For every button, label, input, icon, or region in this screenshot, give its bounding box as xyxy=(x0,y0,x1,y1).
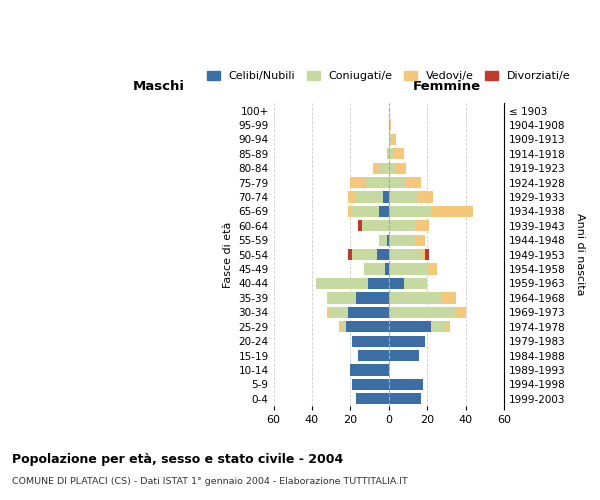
Bar xyxy=(329,306,349,318)
Bar xyxy=(365,177,389,188)
Text: COMUNE DI PLATACI (CS) - Dati ISTAT 1° gennaio 2004 - Elaborazione TUTTITALIA.IT: COMUNE DI PLATACI (CS) - Dati ISTAT 1° g… xyxy=(12,478,408,486)
Bar xyxy=(389,249,421,260)
Bar xyxy=(356,292,389,304)
Bar xyxy=(389,378,423,390)
Bar xyxy=(373,162,379,174)
Text: Maschi: Maschi xyxy=(132,80,184,93)
Text: Femmine: Femmine xyxy=(412,80,481,93)
Bar xyxy=(425,249,429,260)
Bar xyxy=(364,264,385,274)
Y-axis label: Fasce di età: Fasce di età xyxy=(223,222,233,288)
Bar xyxy=(349,192,356,202)
Bar xyxy=(385,264,389,274)
Bar xyxy=(368,278,389,289)
Bar xyxy=(339,321,341,332)
Bar xyxy=(427,264,437,274)
Bar xyxy=(350,364,389,376)
Bar xyxy=(389,234,416,246)
Bar xyxy=(397,162,406,174)
Y-axis label: Anni di nascita: Anni di nascita xyxy=(575,214,585,296)
Bar xyxy=(349,306,389,318)
Bar xyxy=(341,321,346,332)
Bar xyxy=(327,306,329,318)
Bar xyxy=(377,249,389,260)
Bar xyxy=(352,378,389,390)
Bar xyxy=(389,336,425,346)
Bar xyxy=(389,393,421,404)
Bar xyxy=(389,177,406,188)
Bar xyxy=(387,234,389,246)
Bar xyxy=(379,206,389,217)
Bar xyxy=(446,321,450,332)
Bar xyxy=(350,177,365,188)
Bar xyxy=(356,192,383,202)
Bar xyxy=(394,148,404,160)
Bar xyxy=(389,264,427,274)
Bar xyxy=(352,249,377,260)
Bar xyxy=(389,162,397,174)
Bar xyxy=(389,192,418,202)
Bar xyxy=(389,321,431,332)
Bar xyxy=(362,220,389,232)
Bar xyxy=(379,234,387,246)
Bar xyxy=(389,148,394,160)
Bar xyxy=(358,220,362,232)
Bar xyxy=(327,292,356,304)
Bar xyxy=(389,306,456,318)
Bar xyxy=(389,120,391,130)
Legend: Celibi/Nubili, Coniugati/e, Vedovi/e, Divorziati/e: Celibi/Nubili, Coniugati/e, Vedovi/e, Di… xyxy=(202,66,575,86)
Bar xyxy=(440,292,456,304)
Bar xyxy=(387,148,389,160)
Bar xyxy=(389,292,440,304)
Bar xyxy=(389,350,419,361)
Bar xyxy=(358,350,389,361)
Bar xyxy=(389,134,391,145)
Bar xyxy=(349,249,352,260)
Bar xyxy=(431,321,446,332)
Bar xyxy=(316,278,368,289)
Bar xyxy=(352,336,389,346)
Bar xyxy=(416,220,429,232)
Bar xyxy=(356,393,389,404)
Bar xyxy=(389,206,431,217)
Bar xyxy=(418,192,433,202)
Bar xyxy=(389,220,416,232)
Bar xyxy=(352,206,379,217)
Bar xyxy=(404,278,427,289)
Text: Popolazione per età, sesso e stato civile - 2004: Popolazione per età, sesso e stato civil… xyxy=(12,452,343,466)
Bar xyxy=(346,321,389,332)
Bar xyxy=(406,177,421,188)
Bar xyxy=(349,206,352,217)
Bar xyxy=(456,306,466,318)
Bar xyxy=(416,234,425,246)
Bar xyxy=(379,162,389,174)
Bar xyxy=(383,192,389,202)
Bar xyxy=(389,278,404,289)
Bar xyxy=(391,134,397,145)
Bar xyxy=(421,249,425,260)
Bar xyxy=(431,206,473,217)
